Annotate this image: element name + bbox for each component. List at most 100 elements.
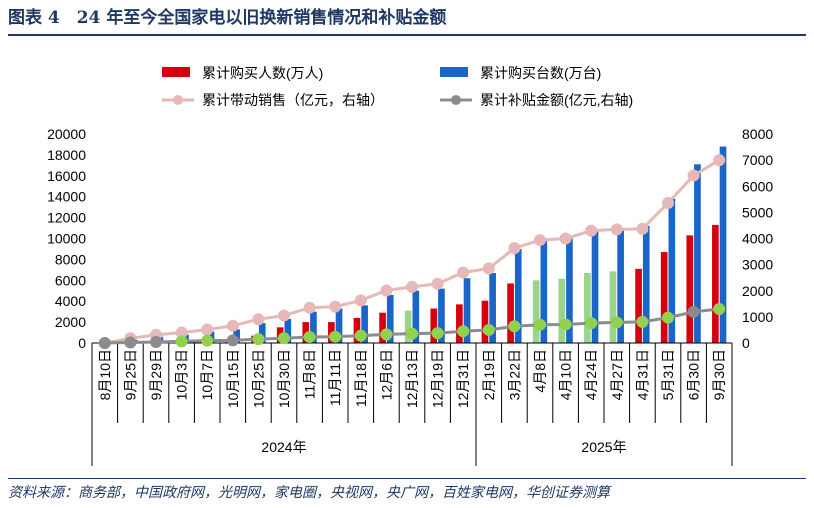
source-note: 资料来源：商务部，中国政府网，光明网，家电圈，央视网，央广网，百姓家电网，华创证… — [8, 485, 610, 501]
sales-point — [201, 323, 214, 336]
people-bar — [635, 268, 642, 343]
sales-point — [662, 196, 674, 209]
units-bar — [310, 311, 317, 343]
subsidy-point — [585, 317, 598, 330]
legend-entry: 累计补贴金额(亿元,右轴) — [480, 92, 633, 108]
category-tick-label: 2月19日 — [481, 349, 497, 400]
units-bar — [489, 272, 496, 343]
sales-point — [226, 319, 239, 332]
left-axis-tick-label: 12000 — [47, 210, 86, 226]
source-divider — [8, 478, 806, 479]
sales-point — [559, 232, 572, 245]
units-bar — [719, 146, 727, 343]
subsidy-point — [150, 335, 162, 348]
category-tick-label: 11月18日 — [353, 349, 369, 407]
subsidy-point — [508, 320, 521, 333]
category-tick-label: 11月8日 — [302, 349, 318, 399]
subsidy-point — [662, 311, 674, 324]
people-bar — [532, 280, 540, 343]
subsidy-point — [201, 334, 214, 347]
units-bar — [591, 230, 599, 343]
units-bar — [258, 323, 266, 343]
right-axis-tick-label: 6000 — [742, 178, 773, 194]
units-bar — [694, 164, 701, 343]
people-bar — [404, 310, 412, 343]
category-tick-label: 9月25日 — [122, 349, 138, 400]
subsidy-point — [303, 330, 316, 343]
sales-line — [104, 158, 720, 345]
left-axis-tick-label: 20000 — [47, 126, 86, 142]
category-tick-label: 11月11日 — [327, 349, 343, 406]
category-tick-label: 12月6日 — [378, 349, 394, 400]
category-tick-label: 10月25日 — [250, 349, 266, 408]
category-tick-label: 3月22日 — [506, 349, 522, 400]
units-bar — [335, 308, 343, 343]
subsidy-point — [687, 305, 700, 318]
subsidy-point — [354, 329, 367, 342]
category-tick-label: 4月31日 — [634, 349, 650, 400]
units-bar — [566, 238, 573, 343]
subsidy-point — [636, 315, 649, 328]
units-bar — [284, 318, 292, 343]
units-bar — [540, 238, 548, 343]
units-bar — [463, 278, 471, 343]
units-bar — [642, 225, 650, 343]
people-bar — [353, 317, 361, 343]
combo-chart: 0200040006000800010000120001400016000180… — [47, 65, 773, 466]
subsidy-point — [713, 303, 726, 316]
category-tick-label: 4月24日 — [583, 349, 599, 400]
units-bar — [412, 290, 420, 343]
subsidy-point — [559, 318, 572, 331]
subsidy-point — [226, 334, 239, 347]
sales-point — [406, 280, 418, 293]
sales-point — [534, 234, 546, 247]
sales-point — [482, 262, 495, 275]
sales-point — [713, 154, 726, 167]
left-axis-tick-label: 10000 — [47, 231, 86, 247]
right-axis-tick-label: 1000 — [742, 309, 773, 325]
category-tick-label: 4月10日 — [558, 349, 574, 400]
people-bar — [584, 272, 591, 343]
units-bar — [438, 288, 445, 343]
category-tick-label: 9月29日 — [148, 349, 164, 400]
sales-point — [687, 169, 700, 182]
right-axis-tick-label: 0 — [742, 335, 750, 351]
subsidy-point — [98, 337, 111, 349]
subsidy-point — [175, 335, 188, 348]
category-tick-label: 12月31日 — [455, 349, 471, 408]
category-tick-label: 4月27日 — [609, 349, 625, 400]
sales-point — [354, 294, 367, 307]
legend-swatch — [162, 67, 190, 77]
people-bar — [507, 283, 514, 343]
sales-point — [252, 313, 265, 326]
subsidy-point — [457, 325, 470, 338]
category-tick-label: 12月13日 — [404, 349, 420, 408]
units-bar — [386, 294, 394, 343]
left-axis-tick-label: 4000 — [55, 293, 86, 309]
sales-point — [610, 223, 623, 236]
subsidy-point — [482, 323, 495, 336]
right-axis-tick-label: 5000 — [742, 204, 773, 220]
category-tick-label: 6月30日 — [686, 349, 702, 400]
group-label: 2024年 — [261, 439, 306, 455]
sales-point — [585, 224, 598, 237]
legend-entry: 累计带动销售（亿元，右轴） — [202, 92, 384, 108]
sales-point — [329, 300, 342, 313]
right-axis-tick-label: 3000 — [742, 257, 773, 273]
figure-title: 图表 4 24 年至今全国家电以旧换新销售情况和补贴金额 — [8, 8, 447, 28]
people-bar — [609, 271, 617, 343]
left-axis-tick-label: 2000 — [55, 314, 86, 330]
people-bar — [686, 235, 694, 343]
left-axis-tick-label: 14000 — [47, 189, 86, 205]
people-bar — [660, 252, 668, 343]
subsidy-point — [278, 332, 290, 345]
sales-point — [303, 301, 316, 314]
subsidy-point — [124, 336, 137, 349]
title-divider — [8, 34, 806, 36]
category-tick-label: 10月3日 — [174, 349, 190, 400]
category-tick-label: 9月30日 — [711, 349, 727, 400]
people-bar — [379, 312, 386, 343]
subsidy-point — [610, 316, 623, 329]
subsidy-point — [329, 330, 342, 343]
group-label: 2025年 — [581, 439, 626, 455]
